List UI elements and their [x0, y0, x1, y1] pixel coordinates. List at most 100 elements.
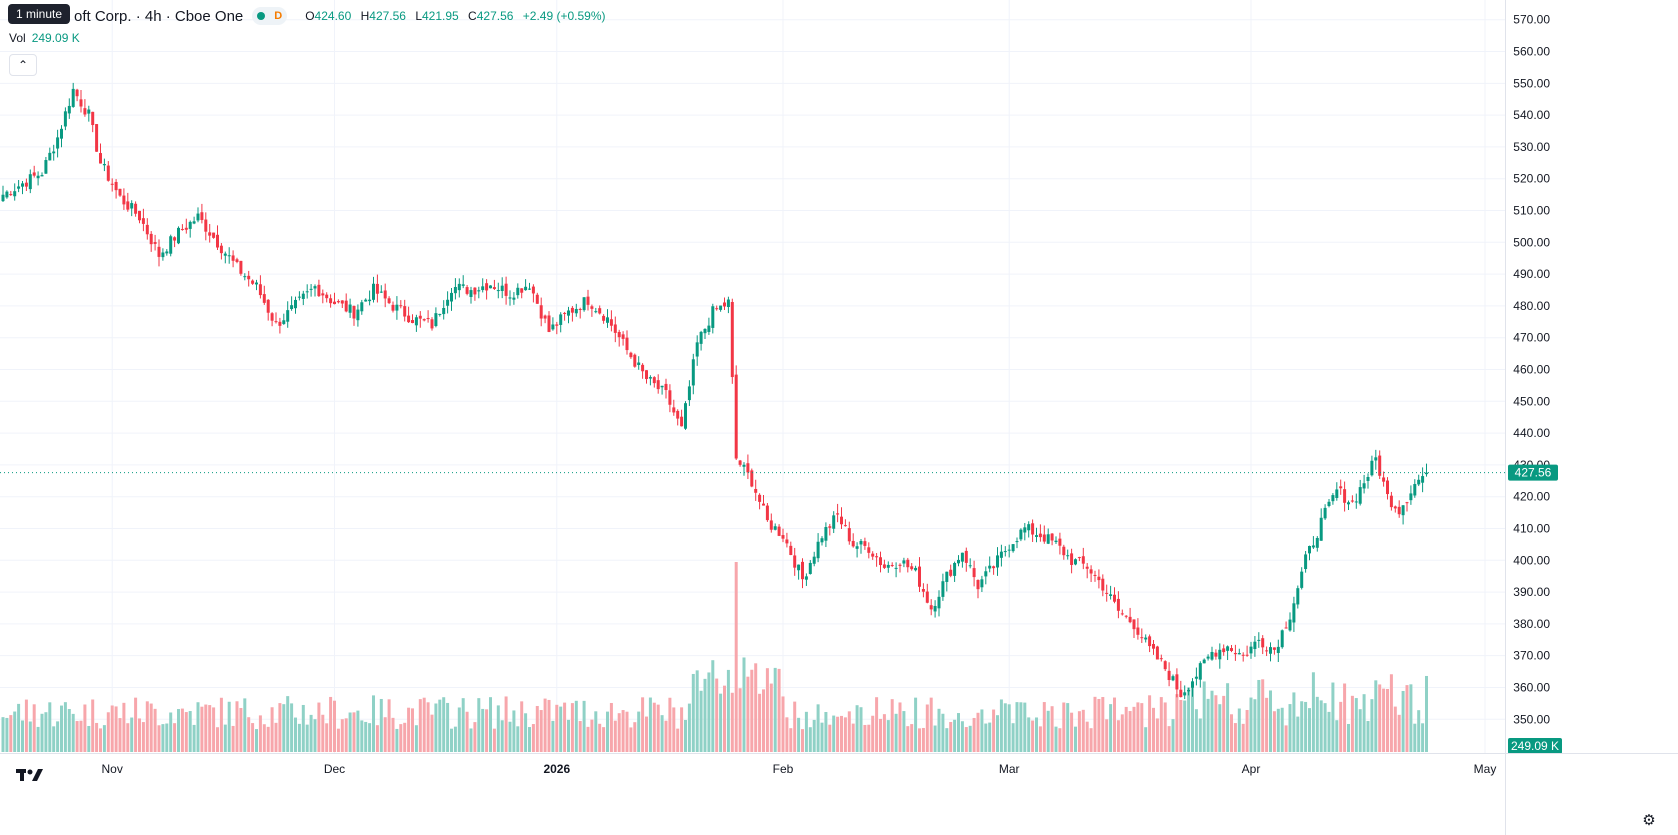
candle-body	[664, 383, 668, 391]
candle-body	[500, 285, 504, 292]
candle-body	[840, 516, 843, 525]
candle-body	[871, 553, 875, 557]
candle-body	[836, 513, 840, 515]
volume-bar	[1362, 694, 1366, 752]
volume-bar	[309, 714, 313, 752]
time-tick-label: Mar	[999, 762, 1020, 776]
candle-body	[255, 282, 258, 285]
candle-body	[1035, 535, 1038, 537]
volume-bar	[399, 724, 403, 752]
volume-bar	[165, 723, 169, 752]
volume-bar	[590, 719, 594, 752]
volume-bar	[149, 703, 153, 752]
volume-bar	[1070, 712, 1074, 752]
volume-bar	[1194, 709, 1198, 752]
candle-body	[329, 298, 333, 304]
volume-bar	[617, 713, 621, 752]
volume-bar	[391, 717, 395, 752]
volume-bar	[625, 711, 629, 752]
gear-icon[interactable]: ⚙	[1642, 812, 1656, 829]
volume-bar	[1308, 708, 1311, 752]
price-tick-label: 470.00	[1513, 331, 1550, 345]
tradingview-logo-icon[interactable]	[16, 765, 46, 787]
volume-bar	[684, 719, 687, 752]
volume-bar	[968, 725, 972, 752]
volume-bar	[988, 722, 992, 752]
candle-body	[925, 591, 929, 603]
candle-body	[999, 551, 1003, 558]
volume-bar	[40, 713, 44, 752]
candle-body	[851, 540, 855, 547]
candle-body	[1397, 506, 1401, 515]
price-tick-label: 540.00	[1513, 108, 1550, 122]
candle-body	[126, 201, 130, 210]
volume-bar	[520, 701, 524, 752]
candle-body	[1409, 493, 1413, 501]
volume-bar	[1027, 717, 1031, 752]
candle-body	[477, 290, 481, 292]
candle-body	[1354, 501, 1358, 503]
volume-bar	[992, 709, 996, 752]
candle-body	[1315, 537, 1319, 548]
candle-body	[528, 288, 531, 290]
volume-bar	[1187, 687, 1191, 752]
volume-bar	[32, 704, 36, 752]
candle-body	[1350, 500, 1354, 502]
volume-bar	[516, 726, 520, 752]
price-tick-label: 530.00	[1513, 140, 1550, 154]
candle-body	[63, 111, 67, 127]
candle-body	[130, 203, 134, 209]
volume-bar	[383, 717, 387, 752]
volume-bar	[481, 708, 485, 752]
volume-bar	[1003, 703, 1007, 752]
volume-bar	[1109, 704, 1113, 752]
volume-bar	[286, 696, 290, 752]
volume-bar	[24, 699, 28, 752]
candle-body	[17, 186, 21, 189]
volume-bar	[1284, 725, 1288, 752]
candle-body	[1389, 495, 1393, 508]
volume-bar	[407, 707, 411, 752]
market-status[interactable]: D	[252, 7, 288, 25]
price-axis[interactable]: 570.00 560.00 550.00 540.00 530.00 520.00 510.…	[1505, 0, 1563, 835]
candle-body	[1331, 495, 1335, 502]
candle-body	[442, 307, 446, 315]
candle-body	[1163, 661, 1167, 670]
candle-body	[789, 545, 793, 556]
volume-bar	[871, 715, 875, 752]
candle-body	[1311, 545, 1315, 548]
volume-bar	[17, 703, 21, 752]
candle-body	[426, 318, 430, 320]
volume-bar	[707, 672, 711, 752]
candle-body	[524, 286, 528, 291]
candle-body	[102, 164, 106, 166]
volume-bar	[336, 728, 340, 752]
volume-bar	[1050, 706, 1054, 752]
candle-body	[1323, 507, 1327, 519]
volume-bar	[340, 719, 344, 752]
candle-body	[1393, 506, 1397, 509]
volume-bar	[1249, 697, 1253, 752]
price-tick-label: 490.00	[1513, 267, 1550, 281]
low-value: 421.95	[422, 9, 459, 23]
price-tick-label: 370.00	[1513, 649, 1550, 663]
volume-bar	[282, 704, 286, 752]
collapse-legend-button[interactable]: ⌃	[9, 54, 37, 76]
candle-body	[290, 305, 294, 310]
candle-body	[543, 315, 547, 319]
symbol-title[interactable]: oft Corp. · 4h · Cboe One	[74, 7, 244, 25]
volume-bar	[539, 710, 543, 752]
volume-bar	[1226, 683, 1230, 752]
volume-bar	[1077, 711, 1081, 752]
volume-bar	[1272, 711, 1276, 752]
time-axis[interactable]: Nov Dec 2026 Feb Mar Apr May	[0, 753, 1678, 777]
volume-bar	[500, 720, 504, 752]
volume-bar	[1152, 707, 1155, 752]
volume-bar	[465, 711, 469, 752]
candle-body	[1261, 638, 1265, 648]
price-tick-label: 520.00	[1513, 172, 1550, 186]
candle-body	[1319, 517, 1323, 541]
candle-body	[785, 539, 789, 544]
volume-bar	[1042, 702, 1046, 752]
